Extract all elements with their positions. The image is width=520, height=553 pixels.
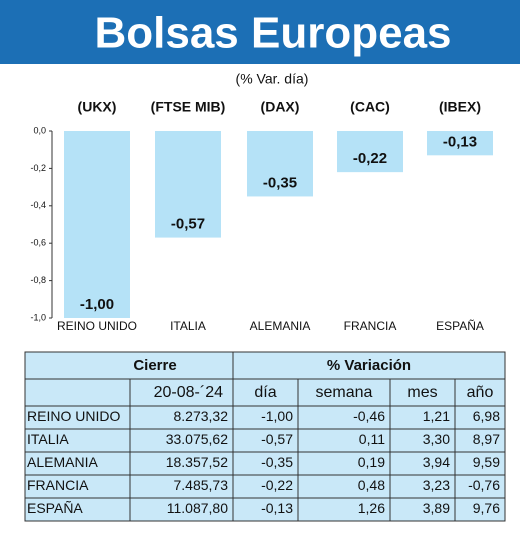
x-tick-label: ITALIA bbox=[170, 319, 206, 333]
column-header: semana bbox=[316, 384, 373, 401]
table-cell: -0,35 bbox=[261, 454, 293, 470]
y-tick-label: -0,2 bbox=[30, 163, 46, 173]
table-cell: 3,94 bbox=[423, 454, 450, 470]
value-label: -0,57 bbox=[171, 216, 205, 233]
column-header: 20-08-´24 bbox=[154, 384, 223, 401]
group-header: % Variación bbox=[327, 357, 411, 374]
x-tick-label: REINO UNIDO bbox=[57, 319, 137, 333]
group-header: Cierre bbox=[133, 357, 176, 374]
bar bbox=[427, 131, 493, 156]
index-code: (FTSE MIB) bbox=[151, 99, 226, 115]
column-header: año bbox=[467, 384, 494, 401]
y-tick-label: 0,0 bbox=[33, 125, 46, 135]
table-cell: 11.087,80 bbox=[167, 500, 228, 516]
x-tick-label: ALEMANIA bbox=[250, 319, 311, 333]
column-header: día bbox=[254, 384, 276, 401]
x-tick-label: ESPAÑA bbox=[436, 319, 484, 333]
table-cell: 1,26 bbox=[358, 500, 385, 516]
table-cell: 33.075,62 bbox=[166, 431, 228, 447]
table-cell: 0,19 bbox=[358, 454, 385, 470]
row-label: ALEMANIA bbox=[27, 454, 98, 470]
value-label: -0,35 bbox=[263, 174, 297, 191]
x-tick-label: FRANCIA bbox=[344, 319, 397, 333]
table-cell: 9,76 bbox=[473, 500, 500, 516]
row-label: ESPAÑA bbox=[27, 500, 83, 516]
table-cell: 3,89 bbox=[423, 500, 450, 516]
table-cell: 3,30 bbox=[423, 431, 450, 447]
table-cell: 0,11 bbox=[359, 431, 385, 447]
row-label: FRANCIA bbox=[27, 477, 89, 493]
table-cell: -0,57 bbox=[261, 431, 293, 447]
y-tick-label: -0,8 bbox=[30, 275, 46, 285]
table-cell: -0,22 bbox=[261, 477, 293, 493]
table-bg bbox=[24, 351, 506, 522]
table-cell: -0,13 bbox=[261, 500, 293, 516]
value-label: -1,00 bbox=[80, 296, 114, 313]
table-cell: 8.273,32 bbox=[174, 408, 229, 424]
index-code: (IBEX) bbox=[439, 99, 481, 115]
table-cell: 6,98 bbox=[473, 408, 500, 424]
index-code: (CAC) bbox=[350, 99, 390, 115]
row-label: REINO UNIDO bbox=[27, 408, 120, 424]
table-cell: 7.485,73 bbox=[174, 477, 229, 493]
y-tick-label: -0,4 bbox=[30, 200, 46, 210]
bar bbox=[64, 131, 130, 318]
bar bbox=[337, 131, 403, 173]
title: Bolsas Europeas bbox=[94, 9, 451, 58]
table-cell: -0,46 bbox=[353, 408, 385, 424]
table-cell: 0,48 bbox=[358, 477, 385, 493]
index-code: (DAX) bbox=[261, 99, 300, 115]
value-label: -0,22 bbox=[353, 150, 387, 167]
table-cell: -1,00 bbox=[261, 408, 293, 424]
y-tick-label: -1,0 bbox=[30, 312, 46, 322]
subtitle: (% Var. día) bbox=[236, 71, 309, 87]
table-cell: 18.357,52 bbox=[166, 454, 228, 470]
title-banner bbox=[0, 0, 520, 64]
table-cell: 9,59 bbox=[473, 454, 500, 470]
column-header: mes bbox=[407, 384, 437, 401]
table-cell: 1,21 bbox=[423, 408, 450, 424]
y-tick-label: -0,6 bbox=[30, 238, 46, 248]
bar bbox=[247, 131, 313, 197]
table-cell: 8,97 bbox=[473, 431, 500, 447]
index-code: (UKX) bbox=[78, 99, 117, 115]
row-label: ITALIA bbox=[27, 431, 69, 447]
table-cell: 3,23 bbox=[423, 477, 450, 493]
bar bbox=[155, 131, 221, 238]
table-cell: -0,76 bbox=[468, 477, 500, 493]
value-label: -0,13 bbox=[443, 133, 477, 150]
